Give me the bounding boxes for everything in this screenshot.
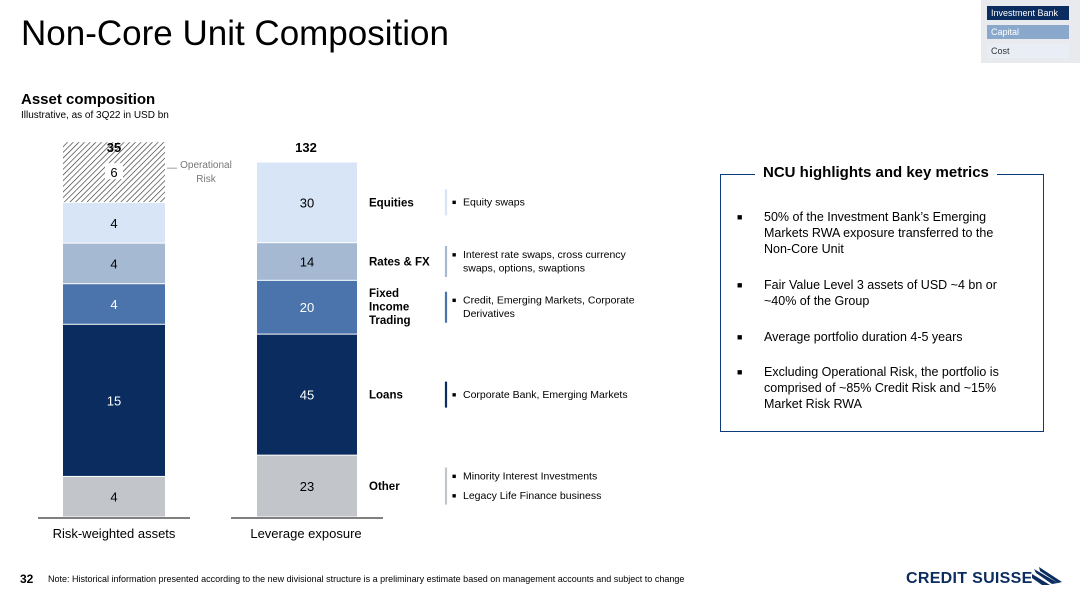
nav-tab-capital[interactable]: Capital [987,25,1069,39]
data-label: 20 [300,300,314,315]
total-label: 132 [295,140,317,155]
detail-label: Credit, Emerging Markets, Corporate [463,295,635,307]
bullet-icon: ■ [452,474,456,481]
bar-segment [63,203,165,243]
bullet-icon: ■ [737,280,743,290]
asset-composition-chart: 4 15 4 4 4 6 Operational Risk 35 Risk-weighted as… [38,140,635,541]
section-subtitle: Illustrative, as of 3Q22 in USD bn [21,110,169,121]
detail-label: Interest rate swaps, cross currency [463,249,627,261]
data-label: 23 [300,479,314,494]
detail-label: Equity swaps [463,197,525,209]
bullet-icon: ■ [452,392,456,399]
total-label: 35 [107,140,121,155]
bullet-icon: ■ [737,212,743,222]
bullet-icon: ■ [452,493,456,500]
category-label: Leverage exposure [250,526,361,541]
bar-segment [257,243,357,280]
highlight-text: 50% of the Investment Bank’s Emerging Ma… [764,210,994,256]
highlights-title: NCU highlights and key metrics [755,164,997,181]
page-title: Non-Core Unit Composition [21,14,449,53]
highlight-text: Excluding Operational Risk, the portfoli… [764,365,999,411]
data-label: 4 [110,297,117,312]
page-number: 32 [20,572,34,586]
data-label: 4 [110,490,117,505]
bar-segment [257,334,357,455]
nav-tab-cost[interactable]: Cost [987,44,1069,58]
data-label: 15 [107,393,121,408]
bar-segment [63,284,165,324]
nav-tab-investment-bank[interactable]: Investment Bank [987,6,1069,20]
segment-label: Trading [369,315,411,327]
bar-segment [257,455,357,517]
detail-label: Derivatives [463,308,515,320]
bar-segment [257,280,357,334]
value-label-bg [105,163,123,180]
detail-label: Legacy Life Finance business [463,490,601,502]
segment-label: Fixed [369,288,399,300]
bullet-icon: ■ [737,332,743,342]
bullet-icon: ■ [452,200,456,207]
detail-label: Minority Interest Investments [463,471,597,483]
bullet-icon: ■ [452,298,456,305]
detail-label: Corporate Bank, Emerging Markets [463,389,628,401]
data-label: 14 [300,255,314,270]
data-label: 4 [110,256,117,271]
data-label: 30 [300,195,314,210]
segment-label: Other [369,481,400,493]
annotation-label: Operational [180,160,232,171]
highlight-item: ■ Fair Value Level 3 assets of USD ~4 bn… [737,277,1022,309]
section-title: Asset composition [21,91,156,108]
data-label: 6 [110,165,117,180]
highlight-item: ■ 50% of the Investment Bank’s Emerging … [737,209,1022,257]
bullet-icon: ■ [452,252,456,259]
logo-wordmark: CREDIT SUISSE [906,570,1033,587]
sails-icon [1032,567,1062,585]
bar-segment [257,162,357,243]
segment-label: Rates & FX [369,257,430,269]
bar-segment [63,324,165,476]
data-label: 4 [110,216,117,231]
credit-suisse-logo: CREDIT SUISSE [906,567,1062,587]
bar-segment [63,476,165,517]
category-label: Risk-weighted assets [53,526,176,541]
annotation-label: Risk [196,174,216,185]
highlight-item: ■ Excluding Operational Risk, the portfo… [737,364,1022,412]
segment-label: Loans [369,390,403,402]
highlight-item: ■ Average portfolio duration 4-5 years [737,329,1022,345]
footer-note: Note: Historical information presented a… [48,574,685,584]
bullet-icon: ■ [737,367,743,377]
bar-segment [63,243,165,284]
segment-label: Income [369,302,409,314]
detail-label: swaps, options, swaptions [463,263,585,275]
data-label: 45 [300,388,314,403]
segment-label: Equities [369,197,414,209]
highlight-text: Average portfolio duration 4-5 years [764,330,963,344]
highlight-text: Fair Value Level 3 assets of USD ~4 bn o… [764,278,997,308]
